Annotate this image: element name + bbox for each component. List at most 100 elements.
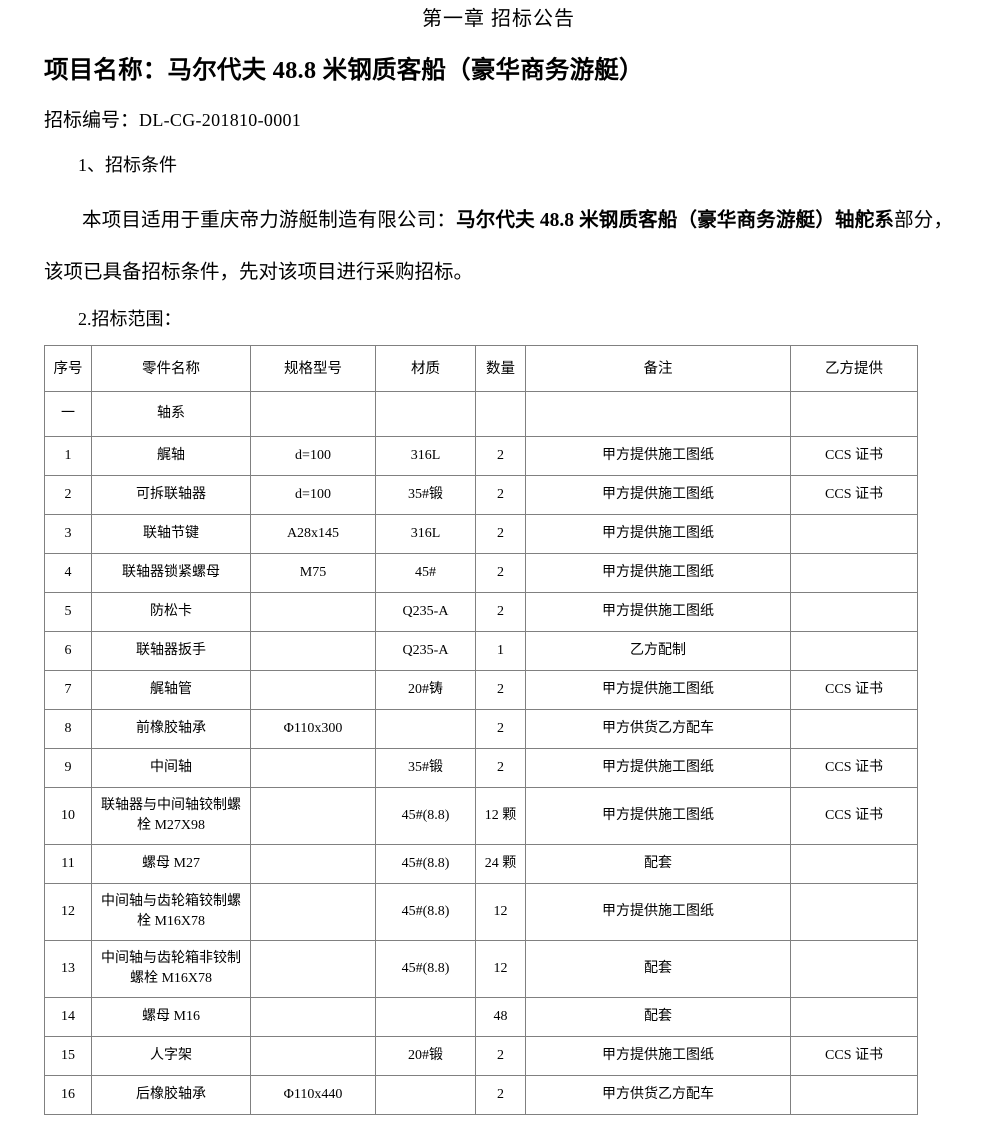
table-row: 12 中间轴与齿轮箱铰制螺栓 M16X78 45#(8.8) 12 甲方提供施工图纸: [44, 883, 918, 941]
cell-supply: CCS 证书: [790, 475, 918, 515]
cell-spec: [250, 844, 376, 884]
table-row: 11 螺母 M27 45#(8.8) 24 颗配套: [44, 844, 918, 884]
tender-number-label: 招标编号：: [44, 110, 140, 131]
cell-supply: CCS 证书: [790, 670, 918, 710]
table-row: 8 前橡胶轴承 Φ110x300 2 甲方供货乙方配车: [44, 709, 918, 749]
cell-part-name: 人字架: [91, 1036, 251, 1076]
cell-supply: [790, 592, 918, 632]
cell-note: 甲方提供施工图纸: [525, 436, 791, 476]
column-header-name: 零件名称: [91, 345, 251, 392]
cell-note: 配套: [525, 997, 791, 1037]
table-row: 10 联轴器与中间轴铰制螺栓 M27X98 45#(8.8) 12 颗甲方提供施工图纸…: [44, 787, 918, 845]
cell-index: 2: [44, 475, 92, 515]
cell-spec: A28x145: [250, 514, 376, 554]
cell-material: 45#: [375, 553, 476, 593]
cell-supply: [790, 553, 918, 593]
paragraph-bold-run: 马尔代夫 48.8 米钢质客船（豪华商务游艇）轴舵系: [456, 210, 895, 231]
cell-part-name: 艉轴管: [91, 670, 251, 710]
cell-quantity: 2: [475, 670, 526, 710]
cell-part-name: 螺母 M16: [91, 997, 251, 1037]
table-row: 2 可拆联轴器 d=100 35#锻 2 甲方提供施工图纸 CCS 证书: [44, 475, 918, 515]
cell-spec: M75: [250, 553, 376, 593]
table-row: 3 联轴节键 A28x145 316L 2 甲方提供施工图纸: [44, 514, 918, 554]
column-header-spec: 规格型号: [250, 345, 376, 392]
table-row: 4 联轴器锁紧螺母 M75 45# 2 甲方提供施工图纸: [44, 553, 918, 593]
paragraph-part-2: 部分，该项已具备招标条件，先对该项目进行采购招标。: [44, 210, 953, 283]
cell-quantity: 12: [475, 940, 526, 998]
cell-index: 9: [44, 748, 92, 788]
cell-supply: CCS 证书: [790, 436, 918, 476]
column-header-material: 材质: [375, 345, 476, 392]
cell-index: 8: [44, 709, 92, 749]
table-row: 1 艉轴 d=100 316L 2 甲方提供施工图纸 CCS 证书: [44, 436, 918, 476]
cell-spec: [250, 940, 376, 998]
cell-index: 5: [44, 592, 92, 632]
cell-quantity: 2: [475, 1075, 526, 1115]
cell-note: 甲方提供施工图纸: [525, 514, 791, 554]
cell-part-name: 前橡胶轴承: [91, 709, 251, 749]
cell-part-name: 后橡胶轴承: [91, 1075, 251, 1115]
cell-quantity: [475, 391, 526, 437]
cell-material: 45#(8.8): [375, 844, 476, 884]
cell-material: 35#锻: [375, 748, 476, 788]
cell-part-name: 联轴器扳手: [91, 631, 251, 671]
cell-supply: [790, 631, 918, 671]
cell-note: 配套: [525, 844, 791, 884]
column-header-quantity: 数量: [475, 345, 526, 392]
cell-part-name: 联轴节键: [91, 514, 251, 554]
cell-material: 45#(8.8): [375, 787, 476, 845]
cell-index: 11: [44, 844, 92, 884]
cell-material: 45#(8.8): [375, 940, 476, 998]
cell-spec: d=100: [250, 475, 376, 515]
cell-material: Q235-A: [375, 592, 476, 632]
cell-supply: [790, 997, 918, 1037]
cell-spec: [250, 748, 376, 788]
cell-part-name: 中间轴与齿轮箱非铰制螺栓 M16X78: [91, 940, 251, 998]
table-section-row: 一轴系: [44, 391, 918, 437]
cell-spec: [250, 787, 376, 845]
cell-material: Q235-A: [375, 631, 476, 671]
table-header-row: 序号 零件名称 规格型号 材质 数量 备注 乙方提供: [44, 345, 918, 392]
cell-spec: [250, 1036, 376, 1076]
column-header-index: 序号: [44, 345, 92, 392]
cell-material: 316L: [375, 436, 476, 476]
table-row: 6 联轴器扳手 Q235-A 1 乙方配制: [44, 631, 918, 671]
cell-material: 316L: [375, 514, 476, 554]
cell-material: [375, 1075, 476, 1115]
cell-supply: CCS 证书: [790, 787, 918, 845]
cell-part-name: 防松卡: [91, 592, 251, 632]
cell-supply: [790, 844, 918, 884]
cell-part-name: 联轴器与中间轴铰制螺栓 M27X98: [91, 787, 251, 845]
cell-part-name: 中间轴: [91, 748, 251, 788]
cell-quantity: 2: [475, 553, 526, 593]
cell-quantity: 2: [475, 592, 526, 632]
section-heading-1: 1、招标条件: [78, 155, 177, 175]
cell-part-name: 螺母 M27: [91, 844, 251, 884]
paragraph-part-1: 本项目适用于重庆帝力游艇制造有限公司：: [82, 210, 457, 231]
cell-note: 配套: [525, 940, 791, 998]
cell-note: 甲方提供施工图纸: [525, 883, 791, 941]
cell-quantity: 12 颗: [475, 787, 526, 845]
cell-index: 12: [44, 883, 92, 941]
cell-note: 甲方提供施工图纸: [525, 592, 791, 632]
page-title: 第一章 招标公告: [422, 8, 575, 30]
cell-spec: [250, 631, 376, 671]
cell-spec: [250, 883, 376, 941]
cell-part-name: 轴系: [91, 391, 251, 437]
cell-note: 甲方提供施工图纸: [525, 553, 791, 593]
cell-index: 7: [44, 670, 92, 710]
cell-supply: [790, 940, 918, 998]
cell-quantity: 2: [475, 709, 526, 749]
table-row: 7 艉轴管 20#铸 2 甲方提供施工图纸 CCS 证书: [44, 670, 918, 710]
parts-table: 序号 零件名称 规格型号 材质 数量 备注 乙方提供 一轴系 1 艉轴 d=100 31…: [44, 345, 918, 1115]
cell-quantity: 2: [475, 748, 526, 788]
section-heading-2: 2.招标范围：: [78, 309, 182, 329]
cell-spec: [250, 391, 376, 437]
cell-note: 甲方提供施工图纸: [525, 475, 791, 515]
column-header-supply: 乙方提供: [790, 345, 918, 392]
cell-part-name: 联轴器锁紧螺母: [91, 553, 251, 593]
cell-material: 20#锻: [375, 1036, 476, 1076]
cell-note: [525, 391, 791, 437]
cell-quantity: 2: [475, 514, 526, 554]
